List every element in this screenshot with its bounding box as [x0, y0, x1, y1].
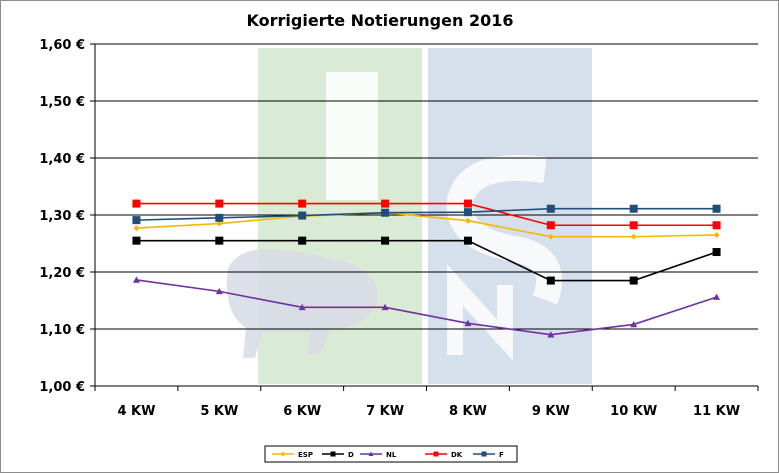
- data-point: [547, 233, 554, 240]
- data-point: [546, 221, 555, 230]
- data-point: [463, 199, 472, 208]
- legend-entry-f: F: [473, 451, 504, 459]
- series-nl: [132, 276, 721, 338]
- series-line: [136, 239, 717, 282]
- series-line: [136, 279, 717, 336]
- data-point: [712, 221, 721, 230]
- data-point: [215, 236, 224, 245]
- y-tick-label: 1,10 €: [39, 323, 85, 338]
- data-point: [481, 451, 487, 457]
- watermark-letter-i: [326, 72, 378, 200]
- x-tick-label: 5 KW: [200, 404, 238, 419]
- data-point: [547, 331, 555, 338]
- data-point: [629, 221, 638, 230]
- data-point: [215, 199, 224, 208]
- data-point: [464, 319, 472, 327]
- data-point: [381, 208, 390, 217]
- series-d: [132, 236, 721, 285]
- data-point: [433, 451, 439, 457]
- legend-entry-esp: ESP: [272, 451, 313, 459]
- x-tick-label: 11 KW: [693, 404, 740, 419]
- data-point: [368, 451, 374, 456]
- isn-watermark: [226, 48, 592, 384]
- series-line: [136, 202, 717, 227]
- data-point: [133, 225, 140, 232]
- legend-entry-d: D: [322, 451, 354, 459]
- legend-box: [264, 445, 518, 463]
- data-point: [298, 236, 307, 245]
- legend-label: DK: [451, 451, 463, 459]
- series-dk: [132, 199, 721, 230]
- data-point: [215, 213, 224, 222]
- data-point: [629, 204, 638, 213]
- legend-label: F: [499, 451, 504, 459]
- x-tick-label: 6 KW: [283, 404, 321, 419]
- y-axis-ticks: 1,00 € 1,10 € 1,20 € 1,30 € 1,40 € 1,50 € 1,60…: [39, 38, 95, 395]
- series-line: [136, 211, 717, 238]
- data-point: [298, 199, 307, 208]
- data-point: [546, 276, 555, 285]
- y-tick-label: 1,30 €: [39, 209, 85, 224]
- series-line: [136, 207, 717, 221]
- data-point: [280, 451, 286, 457]
- watermark-pig-silhouette: [226, 249, 379, 358]
- legend-label: D: [348, 451, 354, 459]
- data-point: [712, 248, 721, 257]
- data-point: [463, 236, 472, 245]
- grid-lines: [95, 43, 758, 330]
- data-point: [630, 320, 638, 328]
- x-tick-label: 8 KW: [449, 404, 487, 419]
- y-tick-label: 1,50 €: [39, 95, 85, 110]
- y-tick-label: 1,60 €: [39, 38, 85, 53]
- chart-title: Korrigierte Notierungen 2016: [247, 11, 514, 30]
- data-point: [132, 276, 140, 283]
- x-tick-label: 10 KW: [610, 404, 657, 419]
- data-point: [298, 303, 306, 311]
- legend-entry-nl: NL: [360, 451, 397, 459]
- data-point: [463, 208, 472, 217]
- data-point: [630, 233, 637, 240]
- series-layer: [132, 199, 721, 338]
- data-point: [464, 217, 471, 224]
- x-tick-label: 9 KW: [532, 404, 570, 419]
- data-point: [132, 199, 141, 208]
- data-point: [381, 303, 389, 311]
- x-tick-label: 7 KW: [366, 404, 404, 419]
- legend-label: NL: [386, 451, 397, 459]
- data-point: [629, 276, 638, 285]
- series-f: [132, 204, 721, 225]
- legend: ESP D NL DK F: [264, 445, 518, 463]
- legend-entry-dk: DK: [425, 451, 463, 459]
- data-point: [132, 236, 141, 245]
- data-point: [132, 216, 141, 225]
- watermark-letter-s: [446, 155, 562, 305]
- y-tick-label: 1,00 €: [39, 380, 85, 395]
- data-point: [330, 451, 336, 457]
- y-tick-label: 1,20 €: [39, 266, 85, 281]
- data-point: [712, 204, 721, 213]
- y-tick-label: 1,40 €: [39, 152, 85, 167]
- data-point: [381, 236, 390, 245]
- data-point: [298, 211, 307, 220]
- data-point: [381, 199, 390, 208]
- data-point: [215, 287, 223, 295]
- data-point: [713, 293, 721, 300]
- data-point: [216, 220, 223, 227]
- data-point: [546, 204, 555, 213]
- legend-label: ESP: [298, 451, 313, 459]
- data-point: [713, 231, 720, 238]
- x-tick-label: 4 KW: [117, 404, 155, 419]
- x-axis-ticks: 4 KW 5 KW 6 KW 7 KW 8 KW 9 KW 10 KW 11 KW: [94, 386, 759, 419]
